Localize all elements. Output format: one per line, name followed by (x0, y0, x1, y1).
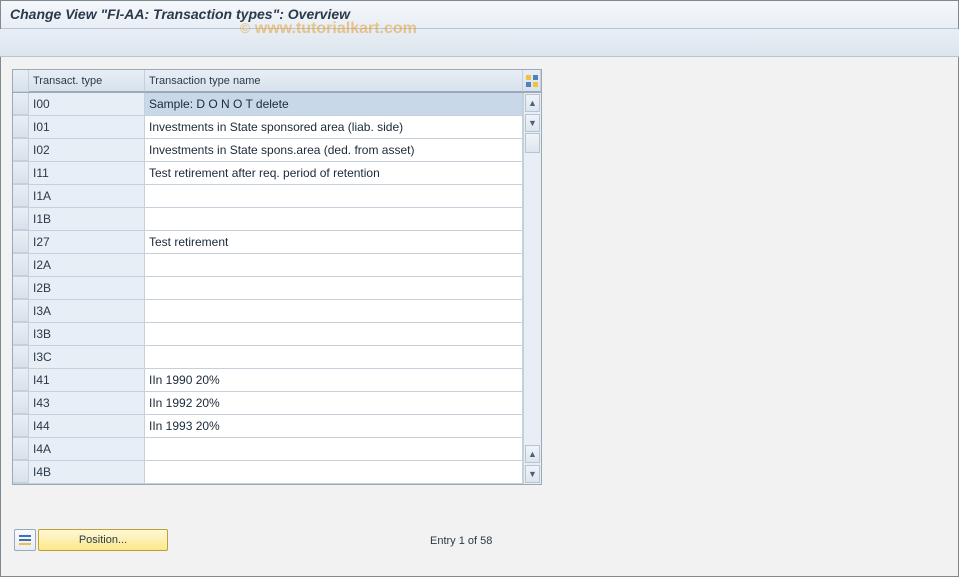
table-row[interactable]: I02Investments in State spons.area (ded.… (13, 139, 523, 162)
transaction-table: Transact. type Transaction type name I00… (12, 69, 542, 485)
cell-name[interactable]: Investments in State spons.area (ded. fr… (145, 139, 523, 161)
row-selector[interactable] (13, 346, 29, 368)
scroll-up-button[interactable]: ▲ (525, 94, 540, 112)
row-selector[interactable] (13, 185, 29, 207)
table-row[interactable]: I3A (13, 300, 523, 323)
row-selector[interactable] (13, 139, 29, 161)
cell-name[interactable]: Sample: D O N O T delete (145, 93, 523, 115)
position-icon-button[interactable] (14, 529, 36, 551)
table-row[interactable]: I1B (13, 208, 523, 231)
cell-type[interactable]: I2A (29, 254, 145, 276)
cell-type[interactable]: I2B (29, 277, 145, 299)
row-selector[interactable] (13, 300, 29, 322)
cell-type[interactable]: I27 (29, 231, 145, 253)
position-button[interactable]: Position... (38, 529, 168, 551)
cell-name[interactable] (145, 300, 523, 322)
entry-counter: Entry 1 of 58 (430, 535, 492, 547)
table-row[interactable]: I44IIn 1993 20% (13, 415, 523, 438)
table-row[interactable]: I2B (13, 277, 523, 300)
table-row[interactable]: I00Sample: D O N O T delete (13, 93, 523, 116)
row-selector[interactable] (13, 277, 29, 299)
row-selector[interactable] (13, 392, 29, 414)
cell-name[interactable] (145, 323, 523, 345)
column-header-name[interactable]: Transaction type name (145, 70, 523, 92)
table-row[interactable]: I3B (13, 323, 523, 346)
vertical-scrollbar[interactable]: ▲ ▼ ▲ ▼ (523, 93, 541, 484)
cell-type[interactable]: I3C (29, 346, 145, 368)
cell-type[interactable]: I01 (29, 116, 145, 138)
cell-type[interactable]: I11 (29, 162, 145, 184)
table-row[interactable]: I01Investments in State sponsored area (… (13, 116, 523, 139)
cell-name[interactable] (145, 346, 523, 368)
row-selector[interactable] (13, 231, 29, 253)
cell-name[interactable]: Test retirement after req. period of ret… (145, 162, 523, 184)
row-selector[interactable] (13, 461, 29, 483)
row-selector[interactable] (13, 254, 29, 276)
page-title: Change View "FI-AA: Transaction types": … (0, 0, 959, 29)
table-settings-button[interactable] (523, 70, 541, 92)
cell-name[interactable] (145, 277, 523, 299)
scroll-up-button-2[interactable]: ▲ (525, 445, 540, 463)
table-row[interactable]: I41IIn 1990 20% (13, 369, 523, 392)
cell-name[interactable] (145, 208, 523, 230)
table-row[interactable]: I27Test retirement (13, 231, 523, 254)
scroll-track[interactable] (524, 133, 541, 444)
cell-type[interactable]: I4B (29, 461, 145, 483)
cell-name[interactable] (145, 254, 523, 276)
row-selector[interactable] (13, 438, 29, 460)
cell-type[interactable]: I1A (29, 185, 145, 207)
table-row[interactable]: I1A (13, 185, 523, 208)
row-selector[interactable] (13, 415, 29, 437)
cell-type[interactable]: I43 (29, 392, 145, 414)
row-selector[interactable] (13, 116, 29, 138)
table-row[interactable]: I4B (13, 461, 523, 484)
row-selector[interactable] (13, 208, 29, 230)
cell-name[interactable] (145, 438, 523, 460)
toolbar (0, 29, 959, 57)
select-all-handle[interactable] (13, 70, 29, 92)
row-selector[interactable] (13, 162, 29, 184)
cell-name[interactable]: Investments in State sponsored area (lia… (145, 116, 523, 138)
cell-name[interactable] (145, 461, 523, 483)
cell-type[interactable]: I44 (29, 415, 145, 437)
row-selector[interactable] (13, 369, 29, 391)
cell-type[interactable]: I41 (29, 369, 145, 391)
cell-name[interactable]: IIn 1993 20% (145, 415, 523, 437)
cell-name[interactable]: Test retirement (145, 231, 523, 253)
table-row[interactable]: I11Test retirement after req. period of … (13, 162, 523, 185)
cell-type[interactable]: I3A (29, 300, 145, 322)
row-selector[interactable] (13, 323, 29, 345)
column-header-type[interactable]: Transact. type (29, 70, 145, 92)
table-row[interactable]: I43IIn 1992 20% (13, 392, 523, 415)
scroll-down-button-2[interactable]: ▼ (525, 465, 540, 483)
cell-name[interactable]: IIn 1990 20% (145, 369, 523, 391)
scroll-thumb[interactable] (525, 133, 540, 153)
cell-type[interactable]: I3B (29, 323, 145, 345)
row-selector[interactable] (13, 93, 29, 115)
table-row[interactable]: I2A (13, 254, 523, 277)
cell-type[interactable]: I02 (29, 139, 145, 161)
table-settings-icon (526, 75, 538, 87)
cell-name[interactable] (145, 185, 523, 207)
cell-name[interactable]: IIn 1992 20% (145, 392, 523, 414)
cell-type[interactable]: I00 (29, 93, 145, 115)
table-row[interactable]: I3C (13, 346, 523, 369)
position-icon (19, 535, 31, 545)
cell-type[interactable]: I1B (29, 208, 145, 230)
cell-type[interactable]: I4A (29, 438, 145, 460)
table-row[interactable]: I4A (13, 438, 523, 461)
scroll-down-button[interactable]: ▼ (525, 114, 540, 132)
